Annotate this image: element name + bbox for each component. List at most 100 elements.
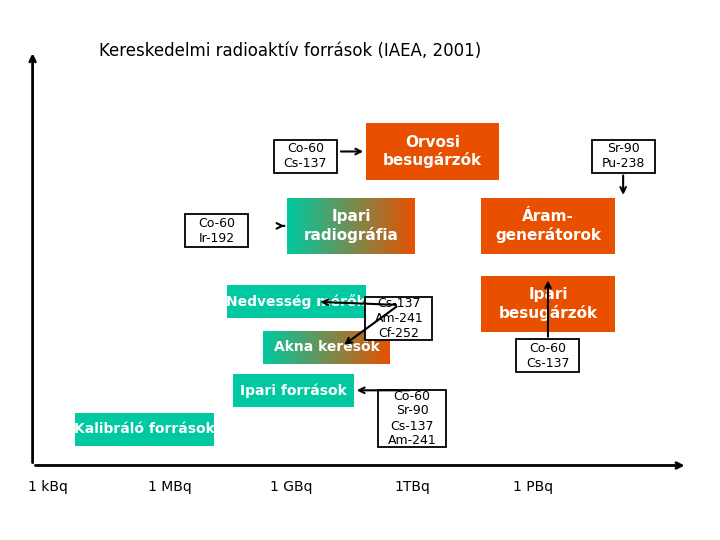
Bar bbox=[339, 198, 341, 254]
Bar bbox=[334, 331, 336, 364]
Text: Sr-90
Pu-238: Sr-90 Pu-238 bbox=[601, 142, 645, 170]
Bar bbox=[374, 331, 375, 364]
Bar bbox=[339, 331, 341, 364]
Bar bbox=[412, 198, 413, 254]
Bar bbox=[346, 198, 347, 254]
Bar bbox=[287, 331, 289, 364]
Text: Akna keresők: Akna keresők bbox=[274, 340, 379, 354]
Bar bbox=[364, 198, 365, 254]
Bar bbox=[389, 331, 390, 364]
Bar bbox=[407, 198, 408, 254]
Bar bbox=[355, 198, 356, 254]
Bar bbox=[264, 331, 266, 364]
Bar bbox=[387, 198, 388, 254]
Bar bbox=[410, 198, 412, 254]
Bar bbox=[389, 198, 390, 254]
Bar bbox=[333, 331, 334, 364]
Bar bbox=[410, 198, 411, 254]
Bar bbox=[413, 198, 415, 254]
Bar bbox=[359, 331, 360, 364]
Bar bbox=[370, 331, 372, 364]
Bar bbox=[337, 198, 338, 254]
Bar bbox=[274, 331, 276, 364]
Bar bbox=[324, 198, 325, 254]
Bar bbox=[269, 331, 271, 364]
Bar bbox=[385, 331, 387, 364]
Bar bbox=[299, 331, 300, 364]
Bar bbox=[393, 198, 395, 254]
Bar bbox=[354, 198, 355, 254]
Bar bbox=[268, 331, 269, 364]
Bar bbox=[377, 331, 378, 364]
Bar bbox=[284, 331, 286, 364]
Text: Nedvesség mérők: Nedvesség mérők bbox=[227, 294, 366, 309]
Bar bbox=[273, 331, 274, 364]
Bar bbox=[294, 198, 295, 254]
Bar bbox=[379, 331, 380, 364]
Bar bbox=[342, 198, 343, 254]
Bar bbox=[287, 198, 289, 254]
Bar bbox=[304, 198, 305, 254]
Bar bbox=[318, 331, 319, 364]
Bar bbox=[336, 331, 337, 364]
Bar bbox=[287, 198, 415, 254]
Bar bbox=[398, 198, 400, 254]
Bar bbox=[312, 331, 314, 364]
Bar bbox=[329, 331, 330, 364]
Bar bbox=[324, 331, 325, 364]
Bar bbox=[347, 198, 348, 254]
Bar bbox=[384, 198, 385, 254]
Text: Cs-137
Am-241
Cf-252: Cs-137 Am-241 Cf-252 bbox=[374, 297, 423, 340]
Bar bbox=[377, 331, 379, 364]
Bar bbox=[343, 331, 345, 364]
Bar bbox=[302, 198, 304, 254]
Bar bbox=[305, 198, 307, 254]
Text: 1 MBq: 1 MBq bbox=[148, 480, 192, 494]
Bar bbox=[384, 331, 385, 364]
Bar bbox=[374, 198, 375, 254]
Bar bbox=[388, 331, 390, 364]
Bar bbox=[301, 198, 302, 254]
Bar bbox=[336, 198, 337, 254]
Bar bbox=[320, 198, 322, 254]
Bar bbox=[351, 198, 352, 254]
Text: Kereskedelmi radioaktív források (IAEA, 2001): Kereskedelmi radioaktív források (IAEA, … bbox=[99, 42, 482, 60]
Bar bbox=[400, 198, 401, 254]
Bar bbox=[383, 198, 384, 254]
Bar bbox=[295, 198, 296, 254]
Bar bbox=[346, 331, 347, 364]
Bar bbox=[330, 198, 332, 254]
Bar bbox=[289, 198, 291, 254]
Bar bbox=[382, 331, 383, 364]
Bar bbox=[366, 297, 432, 340]
Bar bbox=[310, 331, 312, 364]
Text: Orvosi
besugárzók: Orvosi besugárzók bbox=[383, 134, 482, 168]
Bar bbox=[322, 198, 323, 254]
Bar bbox=[372, 198, 373, 254]
Bar bbox=[233, 374, 354, 407]
Bar bbox=[328, 331, 329, 364]
Text: Ipari
besugárzók: Ipari besugárzók bbox=[498, 287, 598, 321]
Bar bbox=[362, 331, 364, 364]
Bar bbox=[357, 198, 359, 254]
Bar bbox=[315, 198, 317, 254]
Bar bbox=[75, 413, 215, 446]
Bar bbox=[279, 331, 281, 364]
Bar bbox=[278, 331, 279, 364]
Bar bbox=[366, 198, 368, 254]
Bar bbox=[319, 198, 320, 254]
Bar bbox=[372, 198, 374, 254]
Bar bbox=[307, 331, 309, 364]
Bar bbox=[323, 198, 324, 254]
Bar bbox=[272, 331, 274, 364]
Bar bbox=[305, 331, 307, 364]
Bar bbox=[348, 198, 350, 254]
Bar bbox=[289, 198, 290, 254]
Bar bbox=[361, 198, 362, 254]
Bar bbox=[327, 331, 328, 364]
Bar bbox=[380, 331, 382, 364]
Bar bbox=[388, 198, 390, 254]
Bar bbox=[306, 331, 307, 364]
Bar bbox=[338, 198, 340, 254]
Bar bbox=[356, 331, 357, 364]
